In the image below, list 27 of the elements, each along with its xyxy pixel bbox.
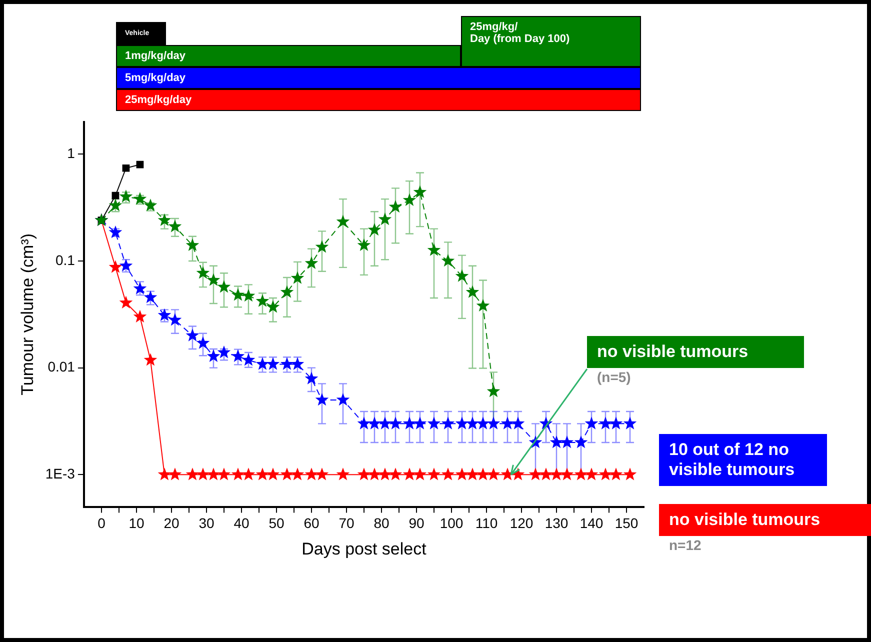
x-tick-label: 100 <box>440 515 464 532</box>
text: 5mg/kg/day <box>116 67 641 89</box>
x-axis-title: Days post select <box>302 539 427 558</box>
x-tick-label: 70 <box>338 515 354 532</box>
x-tick-label: 90 <box>408 515 424 532</box>
y-axis-title: Tumour volume (cm³) <box>18 233 37 396</box>
x-tick-label: 0 <box>98 515 106 532</box>
y-tick-label: 0.1 <box>56 252 76 268</box>
text: 25mg/kg/day <box>116 89 641 111</box>
x-tick-label: 30 <box>198 515 214 532</box>
y-tick-label: 0.01 <box>48 358 76 375</box>
y-tick-label: 1 <box>67 145 76 162</box>
x-tick-label: 130 <box>544 515 568 532</box>
x-tick-label: 40 <box>234 515 250 532</box>
x-tick-label: 10 <box>128 515 144 532</box>
x-tick-label: 50 <box>268 515 284 532</box>
text: 25mg/kg/ Day (from Day 100) <box>461 16 641 67</box>
x-tick-label: 120 <box>510 515 534 532</box>
x-tick-label: 140 <box>580 515 604 532</box>
callout-box: 10 out of 12 no visible tumours <box>659 434 827 486</box>
y-tick-label: 1E-3 <box>45 466 76 482</box>
x-tick-label: 20 <box>164 515 180 532</box>
x-tick-label: 150 <box>614 515 638 532</box>
x-tick-label: 110 <box>475 515 498 532</box>
x-tick-label: 60 <box>304 515 320 532</box>
x-tick-label: 80 <box>374 515 390 532</box>
text: 1mg/kg/day <box>116 45 461 67</box>
